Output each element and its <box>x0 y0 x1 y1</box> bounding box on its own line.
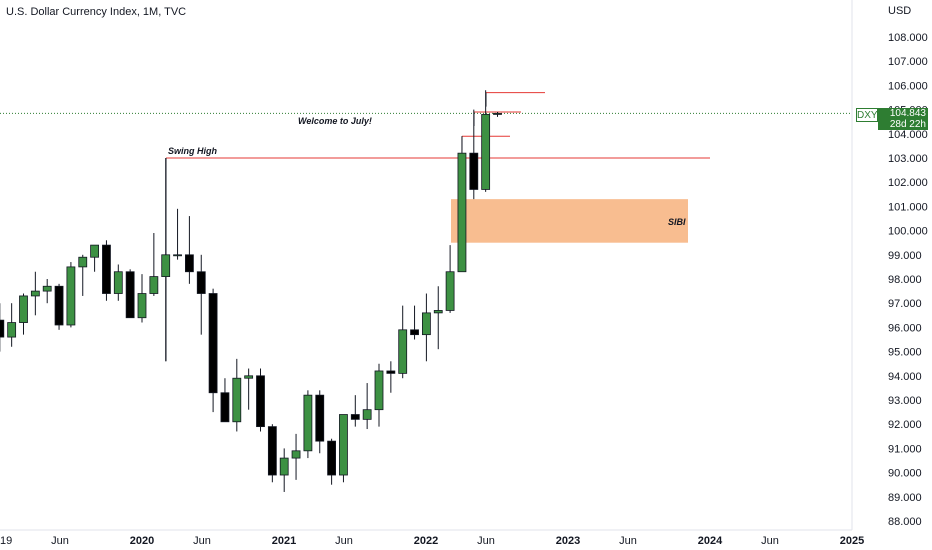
candle-body <box>90 244 99 258</box>
candle-body <box>398 329 408 374</box>
candle-body <box>291 450 301 459</box>
y-tick-label: 107.000 <box>888 56 928 68</box>
x-tick-label: 2025 <box>840 535 864 547</box>
x-tick-label: 2022 <box>414 535 438 547</box>
y-tick-label: 91.000 <box>888 443 922 455</box>
candle-body <box>102 244 111 294</box>
candle-body <box>78 256 88 268</box>
candle-body <box>173 254 182 257</box>
candle-body <box>149 276 159 294</box>
x-tick-label: 2021 <box>272 535 296 547</box>
y-tick-label: 101.000 <box>888 201 928 213</box>
last-price: 104.843 <box>889 108 926 119</box>
candle-body <box>244 375 254 379</box>
x-tick-label: 2023 <box>556 535 580 547</box>
candle-body <box>7 322 17 338</box>
candle-body <box>161 254 171 277</box>
candle-body <box>0 319 5 338</box>
candle-body <box>303 394 313 452</box>
y-tick-label: 100.000 <box>888 226 928 238</box>
welcome-annotation: Welcome to July! <box>298 116 372 126</box>
candle-body <box>493 112 502 115</box>
candle-body <box>350 414 360 420</box>
x-tick-label: Jun <box>477 535 495 547</box>
candle-body <box>374 370 384 411</box>
candle-body <box>433 310 443 314</box>
candle-body <box>196 271 206 294</box>
candle-body <box>208 293 218 394</box>
y-tick-label: 93.000 <box>888 395 922 407</box>
y-tick-label: 90.000 <box>888 468 922 480</box>
candle-body <box>327 440 337 476</box>
candle-body <box>421 312 431 336</box>
y-tick-label: 88.000 <box>888 516 922 528</box>
candle-body <box>137 293 147 319</box>
y-tick-label: 98.000 <box>888 274 922 286</box>
y-tick-label: 95.000 <box>888 347 922 359</box>
bar-countdown: 28d 22h <box>889 119 926 130</box>
y-tick-label: 97.000 <box>888 298 922 310</box>
currency-label: USD <box>888 5 911 17</box>
last-price-tag: 104.843 28d 22h <box>878 108 928 130</box>
symbol-tag: DXY <box>856 108 878 122</box>
x-tick-label: 19 <box>0 535 12 547</box>
candle-body <box>386 370 396 374</box>
x-tick-label: Jun <box>761 535 779 547</box>
candle-body <box>113 271 123 294</box>
y-tick-label: 102.000 <box>888 177 928 189</box>
y-tick-label: 89.000 <box>888 492 922 504</box>
candle-body <box>19 295 28 323</box>
x-tick-label: 2024 <box>698 535 723 547</box>
sibi-label: SIBI <box>668 217 686 227</box>
x-tick-label: 2020 <box>130 535 154 547</box>
candle-body <box>457 152 467 273</box>
x-tick-label: Jun <box>335 535 353 547</box>
candle-body <box>410 329 419 336</box>
y-tick-label: 92.000 <box>888 419 922 431</box>
y-tick-label: 104.000 <box>888 129 928 141</box>
candle-body <box>232 377 242 423</box>
candle-body <box>220 392 230 423</box>
candle-body <box>66 266 76 326</box>
candle-body <box>315 394 325 442</box>
candle-body <box>445 271 455 311</box>
candle-body <box>42 285 52 292</box>
candle-body <box>30 290 40 297</box>
y-tick-label: 103.000 <box>888 153 928 165</box>
x-tick-label: Jun <box>193 535 211 547</box>
candle-body <box>256 375 265 428</box>
y-tick-label: 99.000 <box>888 250 922 262</box>
candle-body <box>267 426 277 476</box>
x-tick-label: Jun <box>51 535 69 547</box>
y-tick-label: 96.000 <box>888 322 922 334</box>
candle-body <box>54 285 64 326</box>
candle-body <box>125 271 135 319</box>
sibi-zone <box>451 199 688 243</box>
candle-body <box>481 114 491 190</box>
candle-body <box>184 254 194 273</box>
candle-body <box>279 457 289 476</box>
candle-body <box>362 409 372 420</box>
candle-body <box>339 414 348 476</box>
y-tick-label: 106.000 <box>888 80 928 92</box>
candle-body <box>469 152 479 190</box>
y-tick-label: 94.000 <box>888 371 922 383</box>
x-tick-label: Jun <box>619 535 637 547</box>
chart-title: U.S. Dollar Currency Index, 1M, TVC <box>6 6 187 18</box>
swing-high-label: Swing High <box>168 146 217 156</box>
y-tick-label: 108.000 <box>888 32 928 44</box>
